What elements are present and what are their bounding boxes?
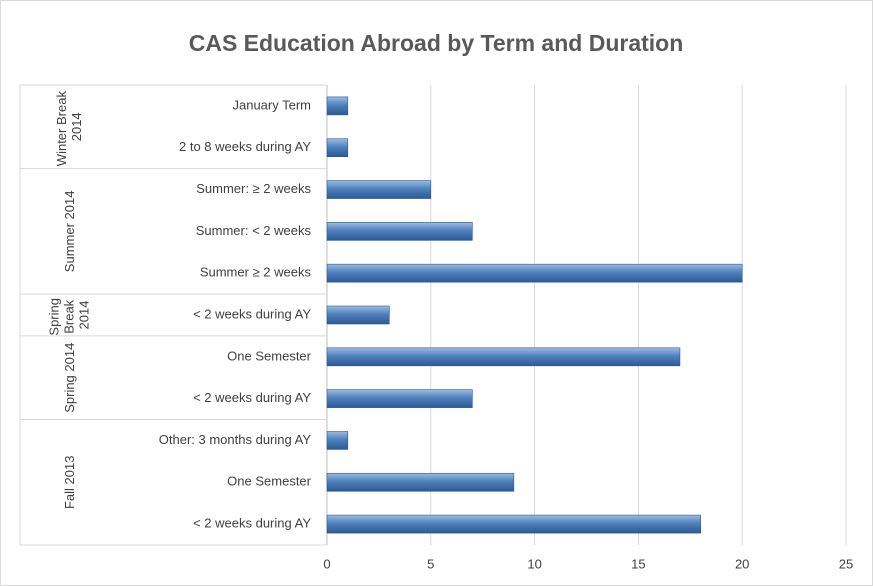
bar — [326, 514, 701, 534]
group-label: Spring Break 2014 — [47, 294, 92, 335]
y-tick-label: Other: 3 months during AY — [159, 432, 312, 447]
y-tick-label: Summer: < 2 weeks — [196, 223, 312, 238]
bar — [326, 96, 349, 116]
bar — [326, 222, 473, 241]
x-tick-label: 25 — [839, 556, 853, 571]
y-tick-label: One Semester — [227, 348, 311, 363]
y-tick-label: < 2 weeks during AY — [193, 516, 311, 531]
x-tick-label: 10 — [527, 556, 541, 571]
group-label: Summer 2014 — [62, 191, 77, 273]
bar — [326, 389, 473, 408]
y-tick-label: Summer ≥ 2 weeks — [200, 265, 312, 280]
y-tick-label: 2 to 8 weeks during AY — [179, 139, 311, 154]
x-tick-label: 15 — [631, 556, 645, 571]
y-tick-label: January Term — [232, 97, 311, 112]
y-tick-label: < 2 weeks during AY — [193, 306, 311, 321]
bar — [326, 347, 681, 367]
group-label: Spring 2014 — [62, 343, 77, 413]
x-tick-label: 5 — [427, 556, 434, 571]
y-tick-label: < 2 weeks during AY — [193, 390, 311, 405]
bar — [326, 263, 743, 283]
bar — [326, 180, 432, 199]
x-tick-label: 0 — [323, 556, 330, 571]
group-label: Winter Break 2014 — [54, 87, 84, 166]
y-tick-label: Summer: ≥ 2 weeks — [196, 181, 311, 196]
bar — [326, 138, 349, 158]
x-tick-label: 20 — [735, 556, 749, 571]
bar — [326, 305, 390, 325]
chart-title: CAS Education Abroad by Term and Duratio… — [189, 30, 684, 56]
bar — [326, 472, 515, 492]
y-tick-label: One Semester — [227, 474, 311, 489]
group-label: Fall 2013 — [62, 456, 77, 509]
bar — [326, 431, 349, 450]
